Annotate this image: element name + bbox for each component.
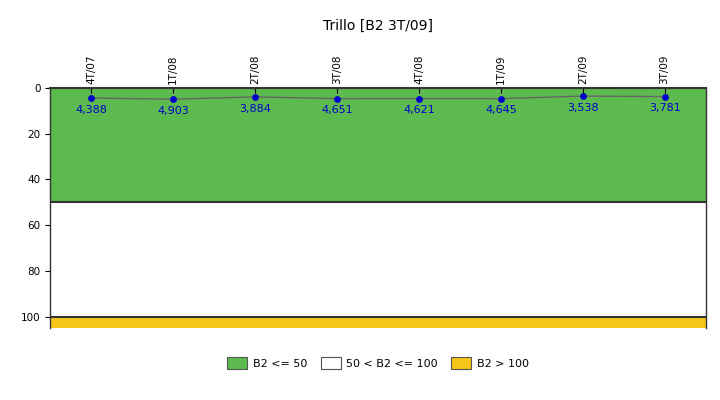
- Title: Trillo [B2 3T/09]: Trillo [B2 3T/09]: [323, 19, 433, 33]
- Text: 3,781: 3,781: [649, 104, 680, 114]
- Text: 3,538: 3,538: [567, 103, 598, 113]
- Point: [659, 94, 670, 100]
- Point: [86, 95, 97, 101]
- Point: [413, 95, 425, 102]
- Text: 4,645: 4,645: [485, 106, 517, 116]
- Point: [577, 93, 588, 99]
- Point: [331, 96, 343, 102]
- Point: [495, 96, 507, 102]
- Bar: [50, 202, 706, 316]
- Bar: [50, 316, 706, 328]
- Text: 3,884: 3,884: [239, 104, 271, 114]
- Text: 4,621: 4,621: [403, 106, 435, 116]
- Point: [168, 96, 179, 102]
- Text: 4,651: 4,651: [321, 106, 353, 116]
- Text: 4,903: 4,903: [158, 106, 189, 116]
- Legend: B2 <= 50, 50 < B2 <= 100, B2 > 100: B2 <= 50, 50 < B2 <= 100, B2 > 100: [223, 353, 533, 373]
- Bar: [50, 88, 706, 202]
- Text: 4,388: 4,388: [76, 105, 107, 115]
- Point: [249, 94, 261, 100]
